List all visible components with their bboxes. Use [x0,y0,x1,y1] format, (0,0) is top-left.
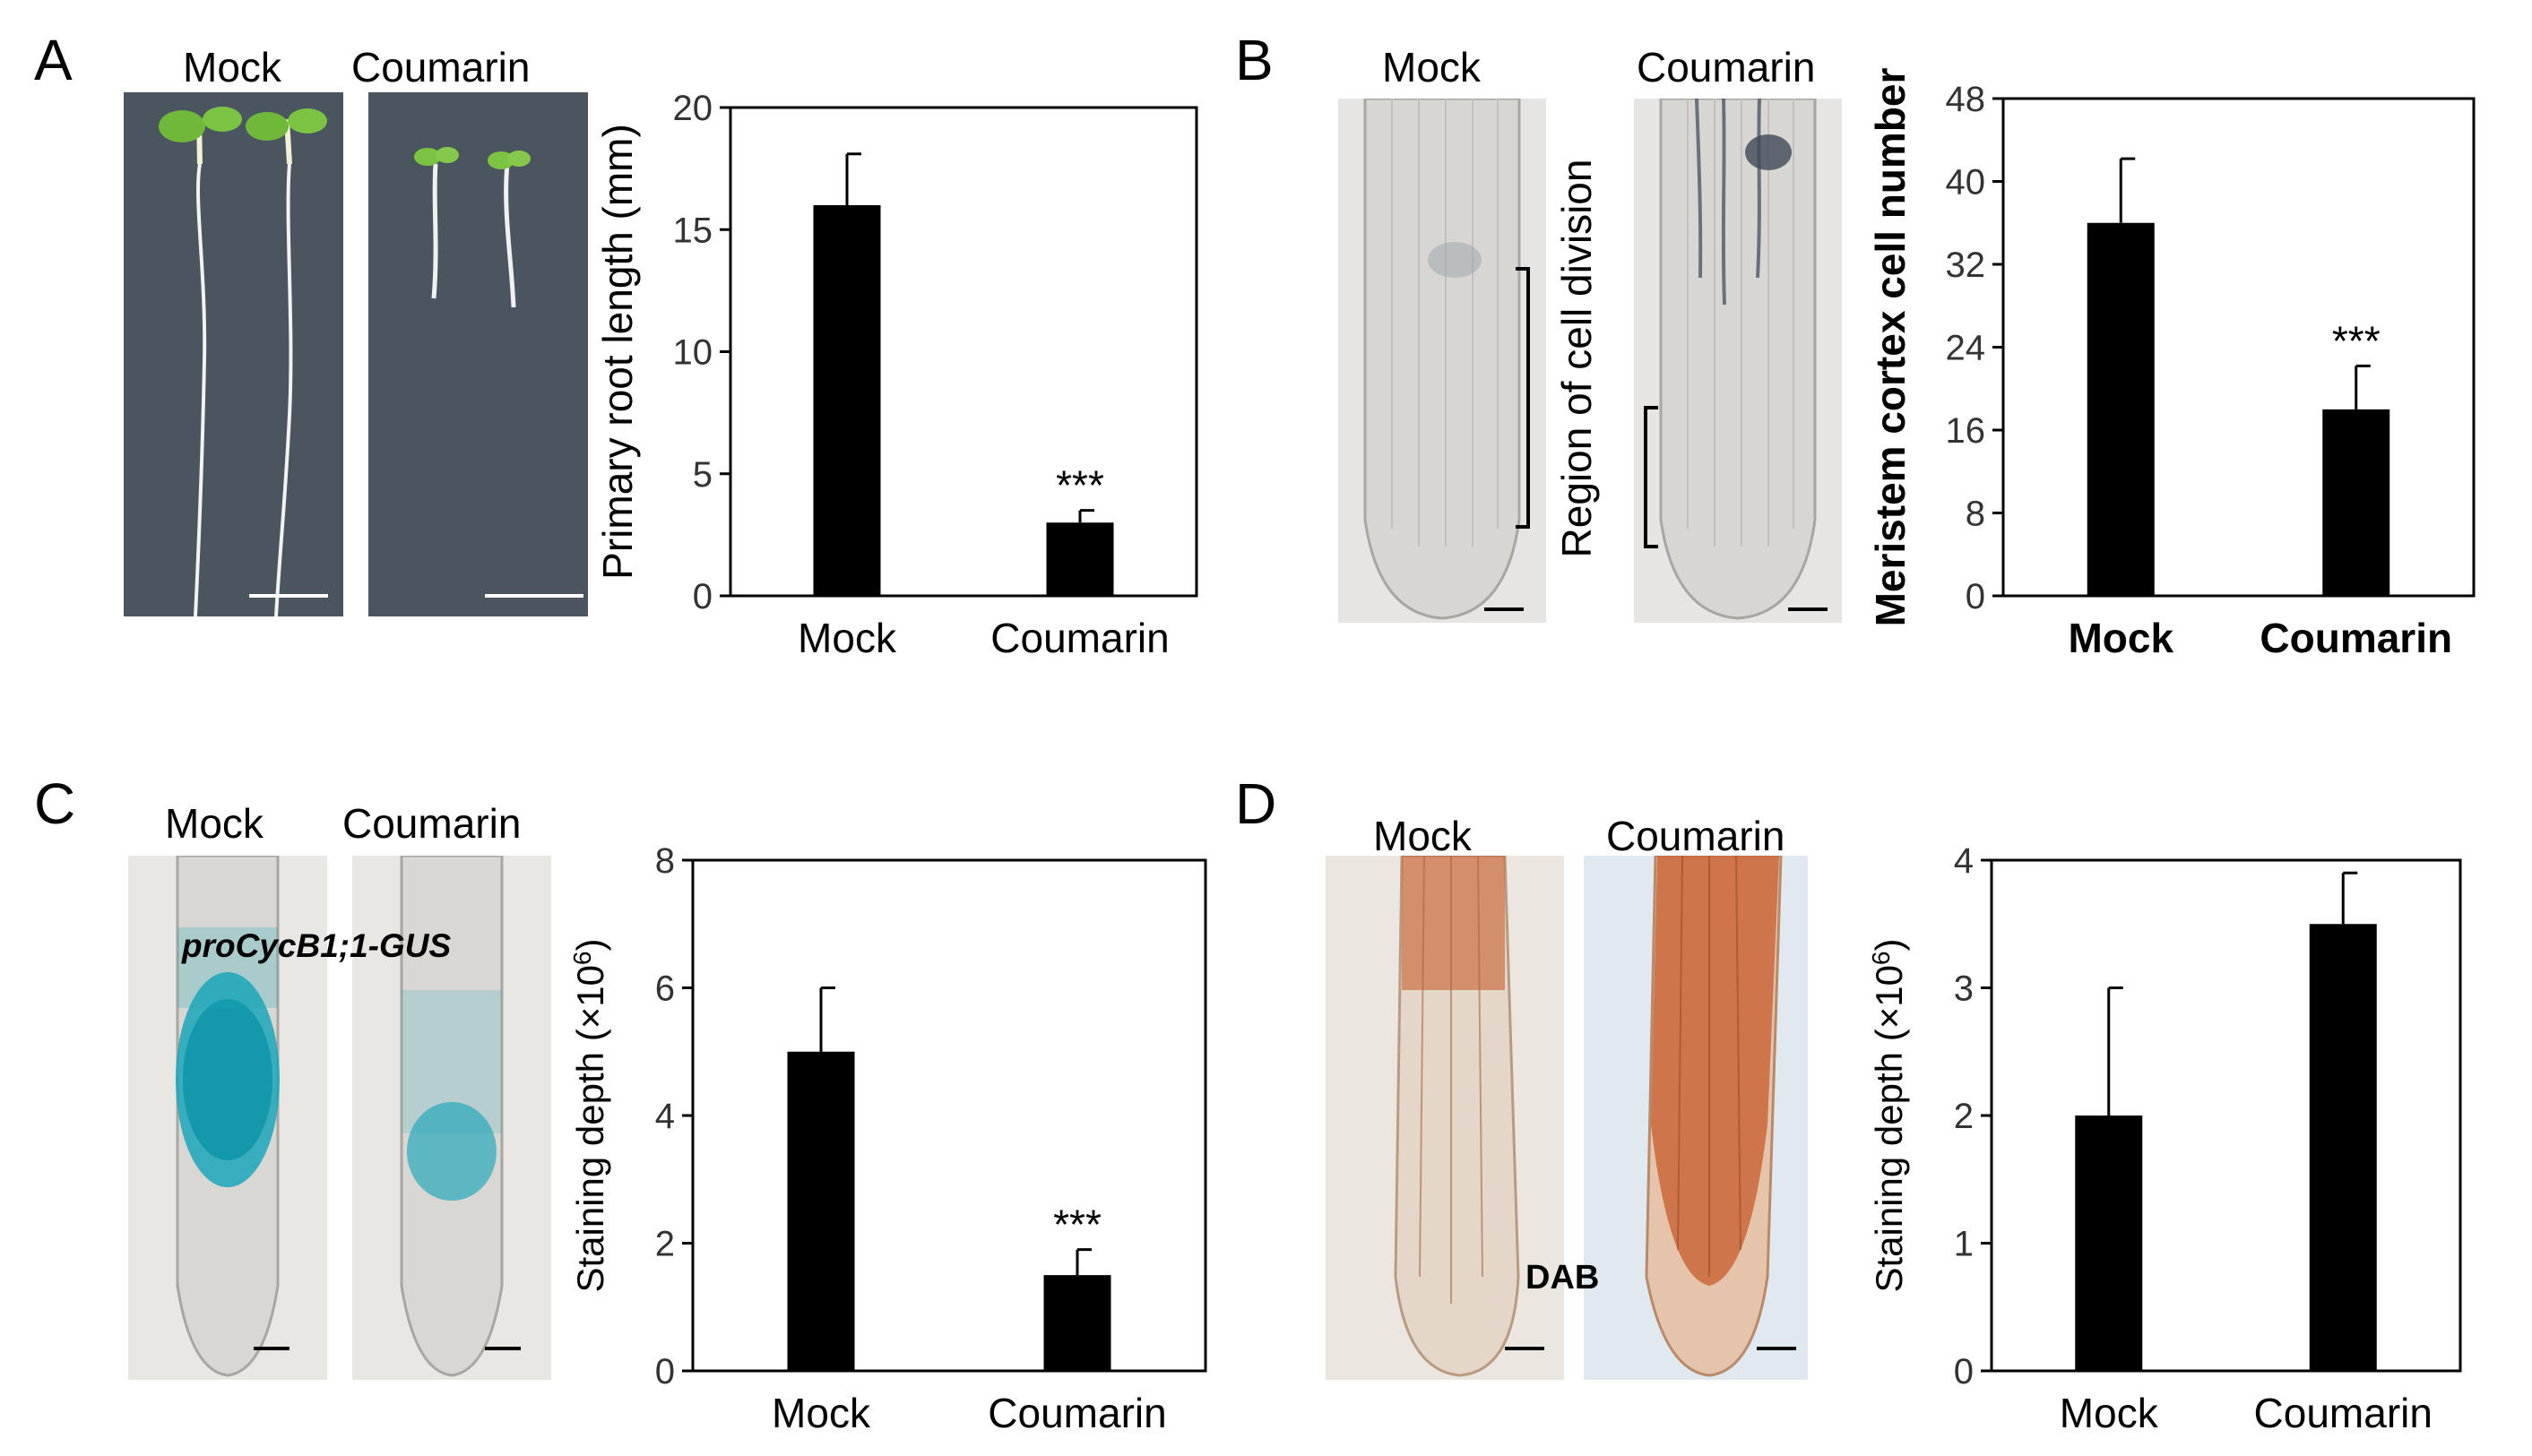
y-tick-label: 32 [1946,246,1986,285]
bar-coumarin [1046,522,1114,596]
x-category-label: Mock [2068,615,2173,661]
root-tip-photo-coumarin-d [1584,856,1808,1380]
y-tick-label: 8 [1966,495,1985,534]
significance-stars: *** [1053,1202,1102,1248]
panel-label-a: A [34,28,73,92]
seedling-photo-mock [124,92,343,616]
root-tip-photo-coumarin-c [352,856,551,1380]
bar-coumarin [1043,1275,1111,1371]
y-tick-label: 0 [1954,1352,1974,1391]
image-label-mock-b: Mock [1382,44,1481,90]
y-axis-label: Staining depth (×106) [568,938,611,1292]
y-tick-label: 16 [1946,411,1986,451]
x-category-label: Mock [2060,1390,2159,1436]
y-tick-label: 0 [655,1352,675,1391]
root-tip-photo-mock-c [128,856,327,1380]
image-label-mock-d: Mock [1373,813,1472,859]
bar-mock [813,205,881,596]
root-tip-photo-coumarin-b [1634,99,1842,623]
x-category-label: Coumarin [988,1390,1166,1436]
y-tick-label: 3 [1954,969,1974,1009]
y-tick-label: 10 [673,333,713,373]
root-tip-photo-mock-b [1338,99,1546,623]
image-label-coumarin-a: Coumarin [351,44,531,90]
y-tick-label: 24 [1946,329,1986,368]
procycb1-gus-annotation: proCycB1;1-GUS [182,927,452,964]
dab-annotation: DAB [1525,1259,1600,1297]
image-label-mock-c: Mock [165,800,264,847]
root-tip-photo-mock-d [1326,856,1564,1380]
y-tick-label: 1 [1954,1225,1974,1264]
image-label-coumarin-b: Coumarin [1637,44,1816,90]
y-tick-label: 2 [1954,1097,1974,1136]
plot-frame [1990,858,2462,1373]
y-tick-label: 48 [1946,80,1986,119]
panel-label-c: C [34,771,76,836]
bar-mock [2075,1116,2143,1371]
bar-mock [787,1051,855,1371]
y-tick-label: 4 [655,1097,675,1136]
y-tick-label: 2 [655,1225,675,1264]
y-tick-label: 8 [655,841,675,881]
image-label-mock-a: Mock [183,44,281,90]
y-tick-label: 4 [1954,841,1974,881]
image-label-coumarin-d: Coumarin [1606,813,1785,859]
x-category-label: Coumarin [990,615,1169,661]
panel-label-d: D [1235,771,1277,836]
y-axis-label: Primary root length (mm) [594,124,641,580]
y-tick-label: 40 [1946,163,1986,202]
y-tick-label: 15 [673,211,713,250]
panel-label-b: B [1235,28,1274,92]
y-tick-label: 0 [693,577,713,616]
bar-mock [2087,222,2155,596]
region-of-cell-division-label: Region of cell division [1553,159,1600,558]
y-tick-label: 6 [655,969,675,1009]
bar-coumarin [2309,924,2377,1371]
significance-stars: *** [2332,317,2381,364]
y-tick-label: 0 [1966,577,1985,616]
x-category-label: Coumarin [2254,1390,2433,1436]
y-tick-label: 20 [673,89,713,128]
y-axis-label: Meristem cortex cell number [1867,68,1914,627]
y-axis-label: Staining depth (×106) [1867,938,1910,1292]
significance-stars: *** [1056,462,1104,509]
bar-coumarin [2322,409,2390,596]
image-label-coumarin-c: Coumarin [342,800,522,847]
x-category-label: Coumarin [2260,615,2452,661]
bracket-label-vertical: Region of cell division [1553,159,1600,558]
seedling-photo-coumarin [368,92,588,616]
y-tick-label: 5 [693,455,713,495]
x-category-label: Mock [772,1390,871,1436]
x-category-label: Mock [798,615,897,661]
